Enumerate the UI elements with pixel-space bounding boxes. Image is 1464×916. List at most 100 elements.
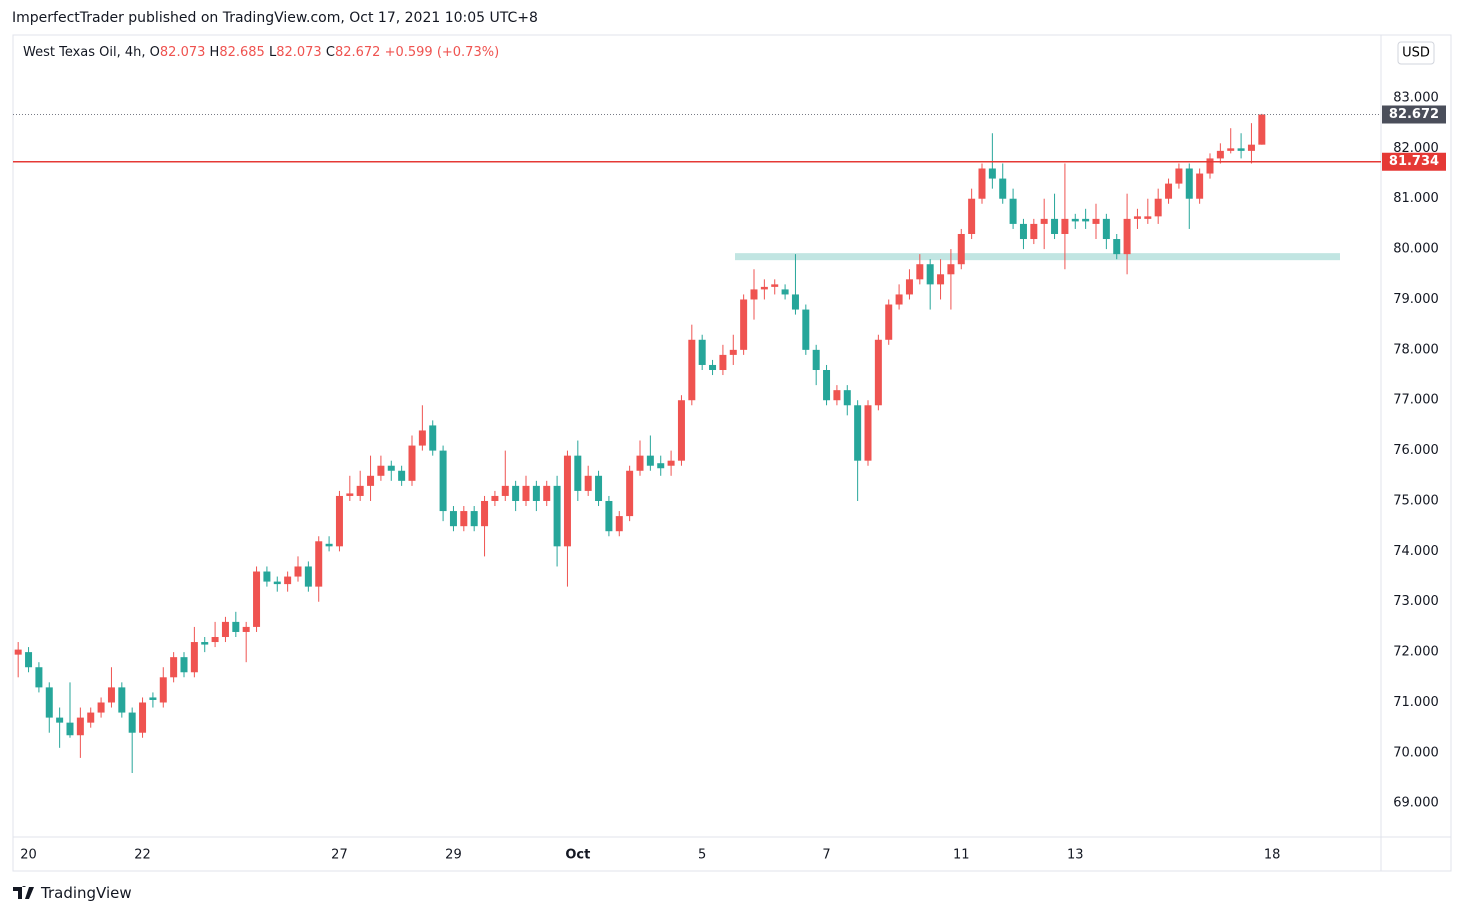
- candle-body: [242, 626, 250, 632]
- x-tick-label: 7: [822, 848, 830, 863]
- candle-body: [781, 289, 789, 295]
- currency-box[interactable]: [1397, 41, 1435, 65]
- candle-body: [947, 264, 955, 275]
- y-tick-label: 83.000: [1393, 90, 1439, 105]
- candle-body: [190, 642, 198, 673]
- candle-body: [1082, 218, 1090, 222]
- last-price-label: 82.672: [1389, 107, 1439, 122]
- candle-body: [201, 642, 209, 645]
- candle-body: [1206, 158, 1214, 174]
- candle-body: [709, 364, 717, 371]
- currency[interactable]: USD: [1402, 46, 1430, 61]
- candle-body: [470, 511, 478, 527]
- candle-body: [315, 541, 323, 587]
- candle-body: [667, 460, 675, 466]
- candle-body: [595, 475, 603, 501]
- y-tick-label: 70.000: [1393, 745, 1439, 760]
- candle-body: [1258, 114, 1266, 145]
- candle-body: [512, 485, 520, 501]
- candle-body: [449, 511, 457, 527]
- candle-body: [999, 178, 1007, 199]
- y-tick-label: 69.000: [1393, 796, 1439, 811]
- candle-body: [418, 430, 426, 446]
- candle-body: [1165, 183, 1173, 199]
- symbol: West Texas Oil, 4h,: [23, 45, 146, 60]
- candle-body: [87, 712, 95, 723]
- x-tick-label: 27: [331, 848, 348, 863]
- candle-body: [335, 495, 343, 547]
- candle-body: [398, 470, 406, 481]
- last-price-badge: [1382, 105, 1446, 124]
- candle-body: [1154, 198, 1162, 217]
- candle-body: [885, 304, 893, 340]
- candle-body: [304, 566, 312, 587]
- candle-body: [429, 425, 437, 451]
- candle-body: [139, 702, 147, 733]
- candle-body: [895, 294, 903, 305]
- candle-body: [387, 465, 395, 471]
- candle-body: [1247, 144, 1255, 151]
- y-tick-label: 77.000: [1393, 393, 1439, 408]
- author-line: ImperfectTrader published on TradingView…: [12, 10, 538, 26]
- candle-body: [823, 370, 831, 401]
- candle-body: [460, 511, 468, 527]
- candle-body: [978, 168, 986, 199]
- candle-body: [1123, 218, 1131, 255]
- candle-body: [284, 576, 292, 585]
- candle-body: [988, 168, 996, 179]
- candle-body: [719, 354, 727, 371]
- c-value: 82.672: [334, 45, 381, 60]
- candle-body: [760, 286, 768, 290]
- candle-body: [159, 677, 167, 703]
- candle-body: [211, 637, 219, 643]
- candle-body: [263, 571, 271, 582]
- candle-body: [221, 621, 229, 638]
- h-value: 82.685: [219, 45, 265, 60]
- candle-body: [864, 405, 872, 461]
- candle-body: [729, 349, 737, 355]
- candle-body: [1071, 218, 1079, 222]
- y-tick-label: 75.000: [1393, 493, 1439, 508]
- x-tick-label: 22: [134, 848, 151, 863]
- candle-body: [1019, 223, 1027, 240]
- candle-body: [937, 274, 945, 285]
- candle-body: [646, 455, 654, 466]
- candle-body: [615, 516, 623, 532]
- candle-body: [45, 687, 53, 718]
- candle-body: [532, 485, 540, 501]
- candle-body: [491, 495, 499, 501]
- l-value: 82.073: [276, 45, 322, 60]
- candle-body: [107, 687, 115, 703]
- candle-body: [740, 299, 748, 350]
- candle-body: [439, 450, 447, 512]
- y-tick-label: 71.000: [1393, 695, 1439, 710]
- candle-body: [1185, 168, 1193, 199]
- candle-body: [1102, 218, 1110, 240]
- candle-body: [1216, 150, 1224, 159]
- y-tick-label: 76.000: [1393, 443, 1439, 458]
- candle-body: [128, 712, 136, 733]
- candle-body: [698, 339, 706, 365]
- candle-body: [481, 500, 489, 527]
- candle-body: [957, 233, 965, 265]
- candle-body: [66, 722, 74, 736]
- l-label: L: [268, 45, 277, 60]
- candle-body: [1061, 218, 1069, 234]
- y-tick-label: 73.000: [1393, 594, 1439, 609]
- brand: TradingView: [41, 884, 132, 902]
- x-tick-label: 5: [698, 848, 706, 863]
- candle-body: [802, 309, 810, 350]
- candle-body: [1227, 148, 1235, 151]
- o-value: 82.073: [159, 45, 206, 60]
- candle-body: [584, 475, 592, 491]
- candle-body: [657, 463, 665, 469]
- candle-body: [367, 475, 375, 486]
- footer: TradingView: [13, 884, 132, 902]
- x-tick-label: 18: [1264, 848, 1281, 863]
- candle-body: [408, 445, 416, 481]
- y-tick-label: 72.000: [1393, 645, 1439, 660]
- candle-body: [1051, 218, 1059, 234]
- candle-body: [56, 717, 64, 723]
- candle-body: [926, 264, 934, 285]
- y-tick-label: 82.000: [1393, 141, 1439, 156]
